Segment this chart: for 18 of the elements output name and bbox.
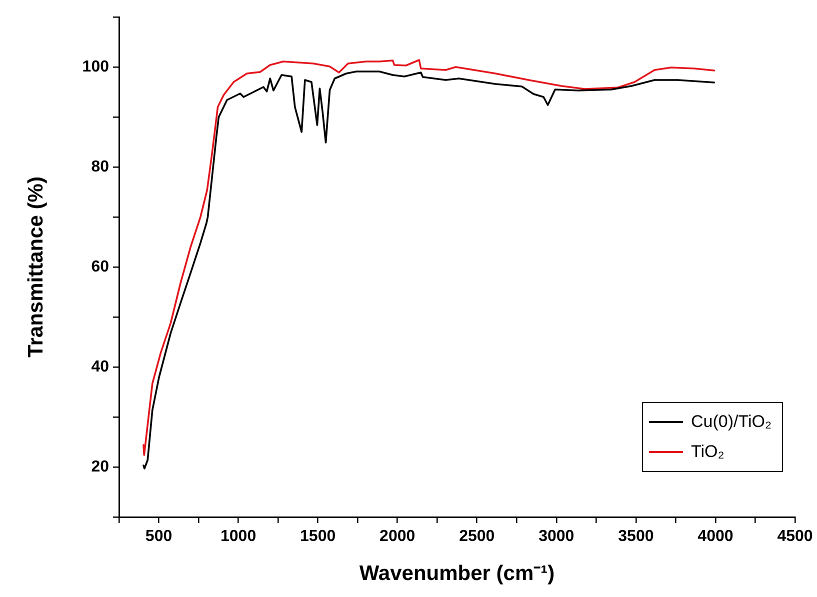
x-tick-label: 3500 — [618, 528, 654, 546]
x-tick-label: 4000 — [698, 528, 734, 546]
legend-label: Cu(0)/TiO₂ — [691, 411, 772, 433]
x-tick-label: 4500 — [777, 528, 813, 546]
y-tick-label: 60 — [91, 258, 110, 276]
x-tick-label: 1500 — [300, 528, 336, 546]
y-tick-label: 100 — [82, 58, 110, 76]
y-tick-label: 80 — [91, 158, 110, 176]
y-tick-label: 20 — [91, 458, 110, 476]
y-tick-label: 40 — [91, 358, 110, 376]
x-tick-label: 500 — [145, 528, 172, 546]
legend-label: TiO₂ — [691, 441, 724, 463]
x-tick-label: 2000 — [380, 528, 416, 546]
x-axis-title: Wavenumber (cm⁻¹) — [359, 562, 555, 586]
y-axis-title: Transmittance (%) — [24, 176, 48, 358]
x-tick-label: 2500 — [459, 528, 495, 546]
x-tick-label: 1000 — [220, 528, 256, 546]
x-tick-label: 3000 — [538, 528, 574, 546]
